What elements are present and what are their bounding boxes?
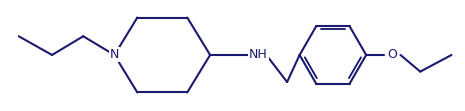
Text: NH: NH — [249, 49, 268, 61]
Text: O: O — [387, 49, 397, 61]
Text: N: N — [110, 49, 119, 61]
